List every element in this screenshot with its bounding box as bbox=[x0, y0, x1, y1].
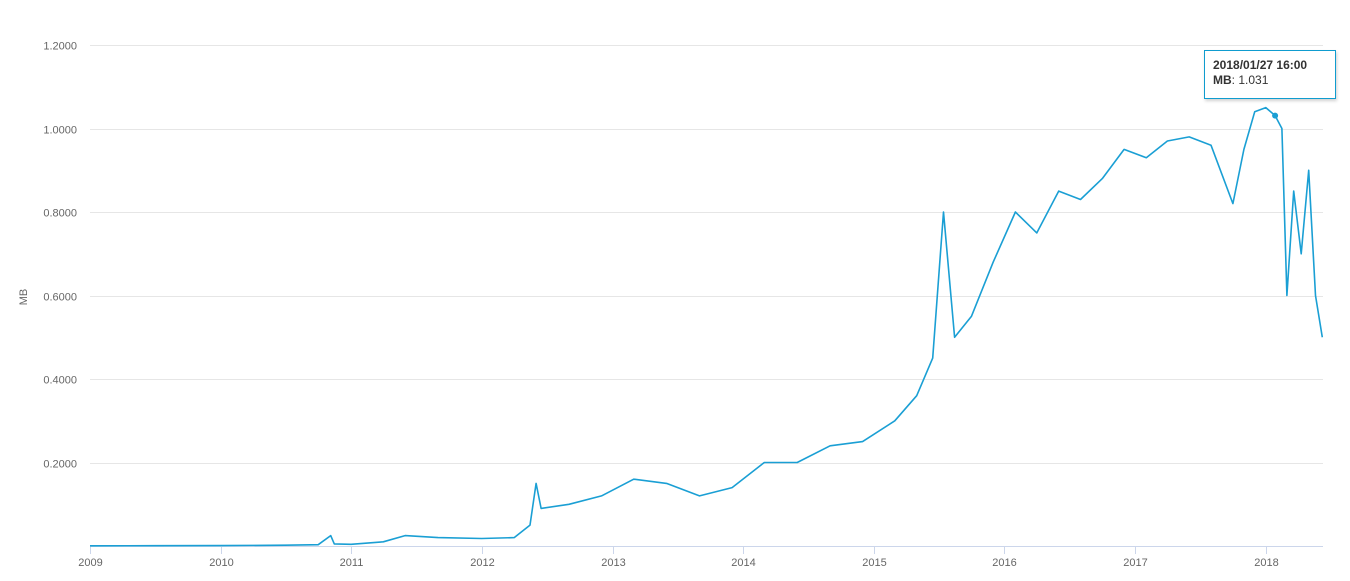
x-tick-label: 2017 bbox=[1123, 557, 1147, 569]
tooltip-series-label: MB bbox=[1213, 73, 1232, 87]
tooltip-title: 2018/01/27 16:00 bbox=[1213, 58, 1308, 72]
tooltip-value: 1.031 bbox=[1238, 73, 1269, 87]
x-tick-label: 2018 bbox=[1254, 557, 1278, 569]
series-line-mb bbox=[89, 106, 1324, 547]
y-tick-label: 0.8000 bbox=[43, 208, 77, 220]
tooltip-row: MB: 1.031 bbox=[1213, 73, 1269, 87]
y-tick-label: 0.2000 bbox=[43, 459, 77, 471]
tooltip: 2018/01/27 16:00 MB: 1.031 bbox=[1204, 50, 1336, 99]
y-tick-label: 0.4000 bbox=[43, 375, 77, 387]
y-tick-label: 1.2000 bbox=[43, 41, 77, 53]
x-tick-label: 2010 bbox=[209, 557, 233, 569]
x-tick-label: 2013 bbox=[601, 557, 625, 569]
y-axis-title: MB bbox=[18, 289, 30, 306]
x-axis-ticks: 2009 2010 2011 2012 2013 2014 2015 2016 2017 2018 bbox=[78, 546, 1279, 569]
x-tick-label: 2011 bbox=[340, 557, 364, 569]
y-tick-label: 0.6000 bbox=[43, 292, 77, 304]
x-tick-label: 2012 bbox=[470, 557, 494, 569]
x-tick-label: 2009 bbox=[78, 557, 102, 569]
gridlines bbox=[90, 45, 1323, 547]
hover-marker bbox=[1272, 112, 1279, 119]
x-tick-label: 2015 bbox=[862, 557, 886, 569]
y-tick-label: 1.0000 bbox=[43, 125, 77, 137]
y-axis-ticks: 0.2000 0.4000 0.6000 0.8000 1.0000 1.2000 bbox=[43, 41, 77, 471]
x-tick-label: 2016 bbox=[992, 557, 1016, 569]
x-tick-label: 2014 bbox=[731, 557, 755, 569]
